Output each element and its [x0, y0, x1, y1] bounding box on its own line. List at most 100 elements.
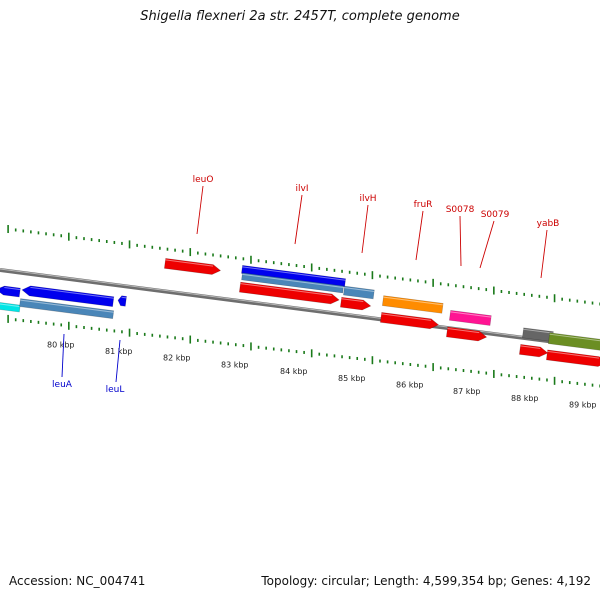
minor-tick — [83, 237, 85, 241]
minor-tick — [166, 335, 169, 339]
minor-tick — [318, 352, 321, 356]
minor-tick — [37, 320, 40, 324]
minor-tick — [159, 246, 161, 250]
yabB-gene — [519, 344, 549, 358]
minor-tick — [333, 354, 336, 358]
minor-tick — [234, 256, 237, 260]
minor-tick — [14, 228, 17, 232]
minor-tick — [121, 241, 123, 245]
minor-tick — [212, 340, 214, 344]
minor-tick — [424, 280, 427, 284]
minor-tick — [364, 272, 366, 276]
minor-tick — [515, 291, 518, 295]
minor-tick — [151, 333, 154, 337]
gene-label-yabb: yabB — [537, 219, 560, 229]
leuA-cds — [19, 298, 115, 319]
scale-label: 86 kbp — [396, 381, 424, 390]
leuA-gene — [21, 285, 115, 307]
minor-tick — [348, 356, 351, 360]
minor-tick — [52, 233, 55, 237]
gene-label-ilvh: ilvH — [359, 194, 376, 204]
feature-track — [0, 258, 600, 367]
minor-tick — [22, 319, 25, 323]
minor-tick — [379, 359, 381, 363]
minor-tick — [485, 371, 488, 375]
minor-tick — [37, 231, 40, 235]
inner-tick-ring — [7, 314, 600, 388]
minor-tick — [568, 298, 571, 302]
minor-tick — [257, 345, 260, 349]
gene-leader-line — [115, 339, 121, 383]
minor-tick — [295, 350, 298, 354]
scale-label: 80 kbp — [47, 340, 75, 349]
minor-tick — [356, 271, 359, 275]
minor-tick — [538, 377, 541, 381]
minor-tick — [227, 342, 230, 346]
gene-leader-line — [459, 215, 462, 267]
minor-tick — [318, 266, 321, 270]
minor-tick — [439, 282, 442, 286]
minor-tick — [52, 322, 55, 326]
minor-tick — [477, 287, 480, 291]
minor-tick — [379, 274, 381, 278]
major-tick — [128, 328, 131, 337]
major-tick — [68, 321, 70, 330]
minor-tick — [151, 245, 154, 249]
minor-tick — [181, 337, 184, 341]
minor-tick — [447, 283, 450, 287]
fruR-rna — [382, 295, 444, 314]
yabB-gene-2 — [546, 349, 600, 367]
major-tick — [310, 263, 313, 272]
minor-tick — [470, 286, 472, 290]
minor-tick — [341, 269, 343, 273]
minor-tick — [280, 262, 283, 266]
backbone-line — [0, 268, 600, 350]
minor-tick — [98, 327, 100, 331]
minor-tick — [197, 338, 199, 342]
gene-leader-line — [361, 204, 369, 254]
leuA-left-gene — [0, 285, 21, 298]
minor-tick — [181, 249, 184, 253]
scale-label: 85 kbp — [338, 374, 366, 383]
gene-leader-line — [415, 210, 424, 261]
genome-summary: Topology: circular; Length: 4,599,354 bp… — [261, 574, 591, 588]
minor-tick — [105, 240, 108, 244]
minor-tick — [75, 236, 78, 240]
minor-tick — [591, 301, 594, 305]
minor-tick — [197, 251, 199, 255]
minor-tick — [234, 343, 237, 347]
minor-tick — [303, 350, 305, 354]
major-tick — [250, 342, 252, 351]
minor-tick — [295, 264, 298, 268]
minor-tick — [424, 364, 427, 368]
minor-tick — [394, 276, 396, 280]
minor-tick — [265, 260, 267, 264]
major-tick — [7, 314, 9, 323]
minor-tick — [136, 243, 138, 247]
minor-tick — [470, 369, 472, 373]
minor-tick — [105, 328, 108, 332]
major-tick — [250, 255, 252, 264]
gene-leader-line — [479, 220, 495, 269]
minor-tick — [508, 290, 510, 294]
major-tick — [189, 248, 192, 257]
gene-leader-line — [61, 333, 65, 378]
major-tick — [371, 356, 374, 365]
minor-tick — [90, 326, 93, 330]
minor-tick — [204, 252, 207, 256]
major-tick — [493, 369, 495, 378]
minor-tick — [409, 278, 412, 282]
minor-tick — [561, 297, 563, 301]
minor-tick — [530, 293, 533, 297]
minor-tick — [45, 232, 47, 236]
minor-tick — [219, 254, 222, 258]
minor-tick — [477, 370, 480, 374]
ilvI-cds-red — [239, 281, 340, 305]
minor-tick — [439, 366, 442, 370]
major-tick — [68, 232, 70, 241]
minor-tick — [113, 329, 116, 333]
scale-label: 88 kbp — [511, 394, 539, 403]
left-misc — [0, 301, 21, 313]
minor-tick — [508, 374, 510, 378]
